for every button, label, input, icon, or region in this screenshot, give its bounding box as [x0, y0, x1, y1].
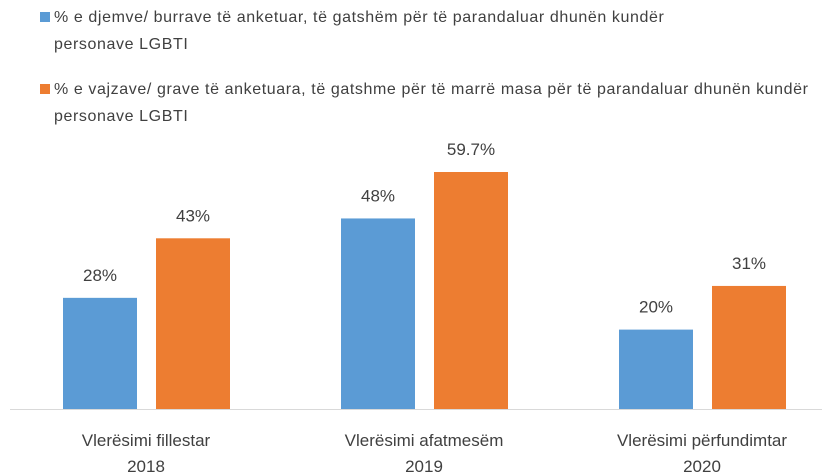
legend-item: % e djemve/ burrave të anketuar, të gats… [40, 4, 730, 58]
x-tick-label: Vlerësimi afatmesëm [345, 431, 504, 450]
x-tick-label: 2019 [405, 457, 443, 474]
x-tick-label: 2020 [683, 457, 721, 474]
x-tick-label: Vlerësimi përfundimtar [617, 431, 787, 450]
bar [156, 238, 230, 409]
bar [341, 218, 415, 409]
legend-item: % e vajzave/ grave të anketuara, të gats… [40, 76, 830, 130]
value-label: 59.7% [447, 140, 495, 159]
bar [434, 172, 508, 409]
x-tick-label: 2018 [127, 457, 165, 474]
legend-swatch [40, 12, 50, 22]
value-label: 31% [732, 254, 766, 273]
legend-swatch [40, 84, 50, 94]
x-tick-label: Vlerësimi fillestar [82, 431, 211, 450]
value-label: 48% [361, 186, 395, 205]
bar [619, 329, 693, 409]
value-label: 28% [83, 266, 117, 285]
bar [712, 285, 786, 409]
value-label: 43% [176, 206, 210, 225]
bar [63, 297, 137, 409]
legend-label: % e vajzave/ grave të anketuara, të gats… [54, 81, 809, 125]
value-label: 20% [639, 298, 673, 317]
legend-label: % e djemve/ burrave të anketuar, të gats… [54, 9, 665, 53]
